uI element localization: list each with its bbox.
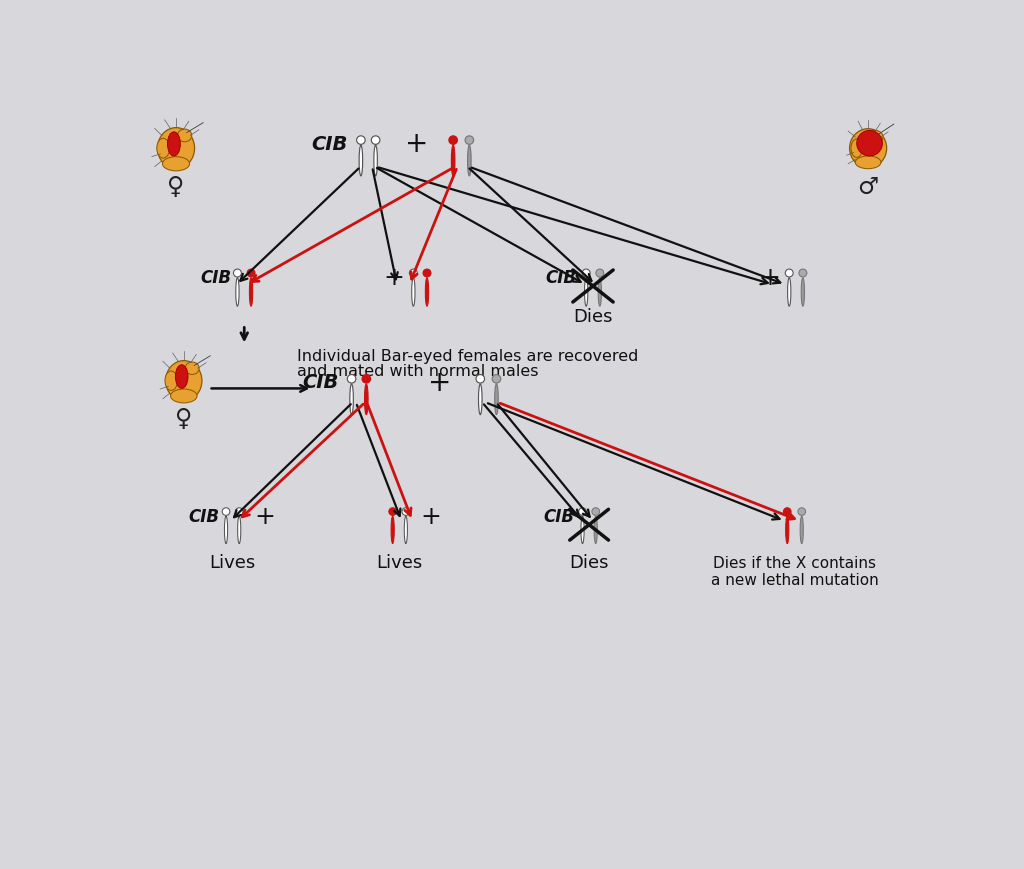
Circle shape — [785, 269, 794, 277]
Ellipse shape — [851, 139, 862, 157]
Text: Lives: Lives — [376, 554, 422, 572]
Circle shape — [247, 269, 255, 277]
Text: Dies: Dies — [573, 308, 612, 326]
Ellipse shape — [598, 278, 601, 306]
Circle shape — [783, 507, 792, 515]
Circle shape — [222, 507, 229, 515]
Ellipse shape — [800, 516, 803, 544]
Ellipse shape — [495, 384, 499, 415]
Circle shape — [476, 375, 484, 383]
Ellipse shape — [801, 278, 805, 306]
Text: CIB: CIB — [188, 508, 219, 526]
Ellipse shape — [350, 384, 353, 415]
Ellipse shape — [404, 516, 408, 544]
Circle shape — [579, 507, 587, 515]
Text: +: + — [421, 505, 441, 529]
Text: and mated with normal males: and mated with normal males — [297, 364, 539, 379]
Text: CIB: CIB — [302, 373, 338, 392]
Ellipse shape — [374, 145, 378, 176]
Circle shape — [236, 507, 243, 515]
Text: Individual Bar-eyed females are recovered: Individual Bar-eyed females are recovere… — [297, 348, 638, 363]
Ellipse shape — [168, 132, 180, 156]
Circle shape — [347, 375, 356, 383]
Ellipse shape — [185, 362, 199, 375]
Ellipse shape — [425, 278, 429, 306]
Ellipse shape — [452, 145, 455, 176]
Ellipse shape — [581, 516, 584, 544]
Circle shape — [389, 507, 396, 515]
Ellipse shape — [163, 156, 189, 171]
Ellipse shape — [158, 128, 195, 169]
Ellipse shape — [867, 130, 883, 143]
Ellipse shape — [365, 384, 368, 415]
Text: CIB: CIB — [544, 508, 574, 526]
Circle shape — [233, 269, 242, 277]
Circle shape — [362, 375, 371, 383]
Ellipse shape — [171, 389, 197, 403]
Ellipse shape — [359, 145, 362, 176]
Circle shape — [583, 269, 590, 277]
Text: Dies if the X contains: Dies if the X contains — [713, 555, 876, 571]
Ellipse shape — [224, 516, 227, 544]
Circle shape — [857, 130, 883, 156]
Text: ♀: ♀ — [168, 175, 184, 199]
Ellipse shape — [468, 145, 471, 176]
Ellipse shape — [165, 371, 177, 390]
Text: Lives: Lives — [210, 554, 256, 572]
Ellipse shape — [175, 365, 188, 388]
Circle shape — [799, 269, 807, 277]
Ellipse shape — [478, 384, 482, 415]
Text: Dies: Dies — [569, 554, 609, 572]
Circle shape — [356, 136, 366, 144]
Ellipse shape — [785, 516, 788, 544]
Text: +: + — [404, 130, 428, 158]
Text: CIB: CIB — [200, 269, 231, 288]
Circle shape — [596, 269, 604, 277]
Text: a new lethal mutation: a new lethal mutation — [711, 574, 879, 588]
Ellipse shape — [855, 156, 881, 169]
Ellipse shape — [238, 516, 241, 544]
Text: ♀: ♀ — [175, 408, 193, 431]
Ellipse shape — [250, 278, 253, 306]
Circle shape — [410, 269, 418, 277]
Ellipse shape — [585, 278, 588, 306]
Circle shape — [402, 507, 410, 515]
Ellipse shape — [594, 516, 597, 544]
Text: CIB: CIB — [311, 135, 348, 154]
Text: +: + — [428, 369, 452, 397]
Circle shape — [372, 136, 380, 144]
Text: +: + — [759, 266, 780, 290]
Text: ♂: ♂ — [857, 175, 879, 199]
Text: +: + — [254, 505, 274, 529]
Circle shape — [798, 507, 806, 515]
Circle shape — [493, 375, 501, 383]
Ellipse shape — [157, 138, 170, 158]
Text: +: + — [383, 266, 404, 290]
Circle shape — [592, 507, 599, 515]
Circle shape — [423, 269, 431, 277]
Ellipse shape — [391, 516, 394, 544]
Ellipse shape — [166, 361, 202, 401]
Circle shape — [449, 136, 458, 144]
Ellipse shape — [412, 278, 415, 306]
Ellipse shape — [177, 129, 191, 142]
Ellipse shape — [787, 278, 791, 306]
Circle shape — [465, 136, 474, 144]
Ellipse shape — [236, 278, 239, 306]
Text: CIB: CIB — [546, 269, 577, 288]
Ellipse shape — [850, 129, 887, 168]
